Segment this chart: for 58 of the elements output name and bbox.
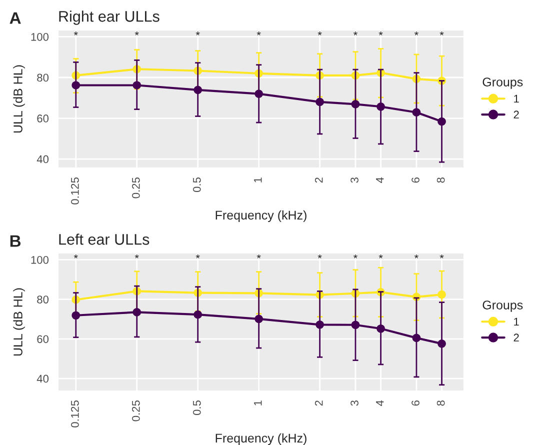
x-tick-label: 0.5: [192, 177, 201, 192]
legend-title: Groups: [482, 78, 523, 89]
legend-label: 2: [514, 334, 519, 342]
y-tick-label: 100: [31, 32, 49, 41]
annotation: *: [74, 254, 78, 258]
x-tick-label: 6: [412, 178, 420, 183]
annotation: *: [134, 254, 139, 258]
annotation: *: [196, 254, 200, 258]
y-tick-label: 60: [37, 335, 49, 344]
x-tick-label: 0.125: [71, 177, 79, 204]
x-tick-label: 2: [314, 178, 323, 183]
x-tick-label: 0.25: [132, 400, 140, 422]
chart-title: Left ear ULLs: [59, 234, 150, 245]
annotation: *: [414, 254, 418, 258]
x-tick-label: 1: [254, 178, 262, 182]
x-tick-label: 1: [254, 400, 262, 406]
annotation: *: [414, 31, 418, 36]
legend-label: 1: [514, 318, 519, 326]
y-tick-label: 80: [37, 74, 49, 82]
x-tick-label: 3: [350, 400, 358, 406]
x-tick-label: 2: [314, 400, 323, 406]
annotation: *: [378, 31, 383, 36]
y-axis-title: ULL (dB HL): [13, 65, 25, 133]
annotation: *: [256, 31, 261, 36]
annotation: *: [378, 254, 383, 258]
y-tick-label: 60: [37, 114, 49, 122]
x-tick-label: 0.5: [192, 400, 201, 416]
y-tick-label: 80: [37, 296, 49, 304]
x-tick-label: 0.25: [132, 177, 140, 198]
x-tick-label: 0.125: [71, 400, 79, 428]
annotation: *: [196, 31, 200, 36]
y-axis-title: ULL (dB HL): [13, 288, 25, 356]
annotation: *: [440, 254, 444, 258]
annotation: *: [318, 254, 322, 258]
y-tick-label: 100: [31, 256, 49, 264]
text: B: [10, 235, 21, 247]
annotation: *: [353, 31, 358, 36]
x-axis-title: Frequency (kHz): [216, 210, 306, 222]
legend-title: Groups: [482, 300, 523, 312]
x-tick-label: 4: [376, 177, 384, 183]
x-axis-title: Frequency (kHz): [216, 433, 306, 445]
x-tick-label: 6: [412, 400, 420, 406]
annotation: *: [353, 254, 358, 258]
annotation: *: [256, 254, 261, 258]
text: A: [10, 12, 21, 24]
x-tick-label: 8: [436, 178, 445, 183]
y-tick-label: 40: [36, 155, 49, 164]
x-tick-label: 4: [376, 400, 384, 406]
annotation: *: [318, 31, 322, 36]
annotation: *: [74, 31, 78, 36]
annotation: *: [134, 31, 139, 36]
x-tick-label: 3: [350, 178, 358, 183]
y-tick-label: 40: [36, 374, 49, 383]
legend-label: 1: [514, 94, 519, 103]
annotation: *: [440, 31, 444, 36]
legend-label: 2: [514, 110, 519, 118]
x-tick-label: 8: [436, 400, 445, 406]
chart-title: Right ear ULLs: [59, 10, 160, 25]
